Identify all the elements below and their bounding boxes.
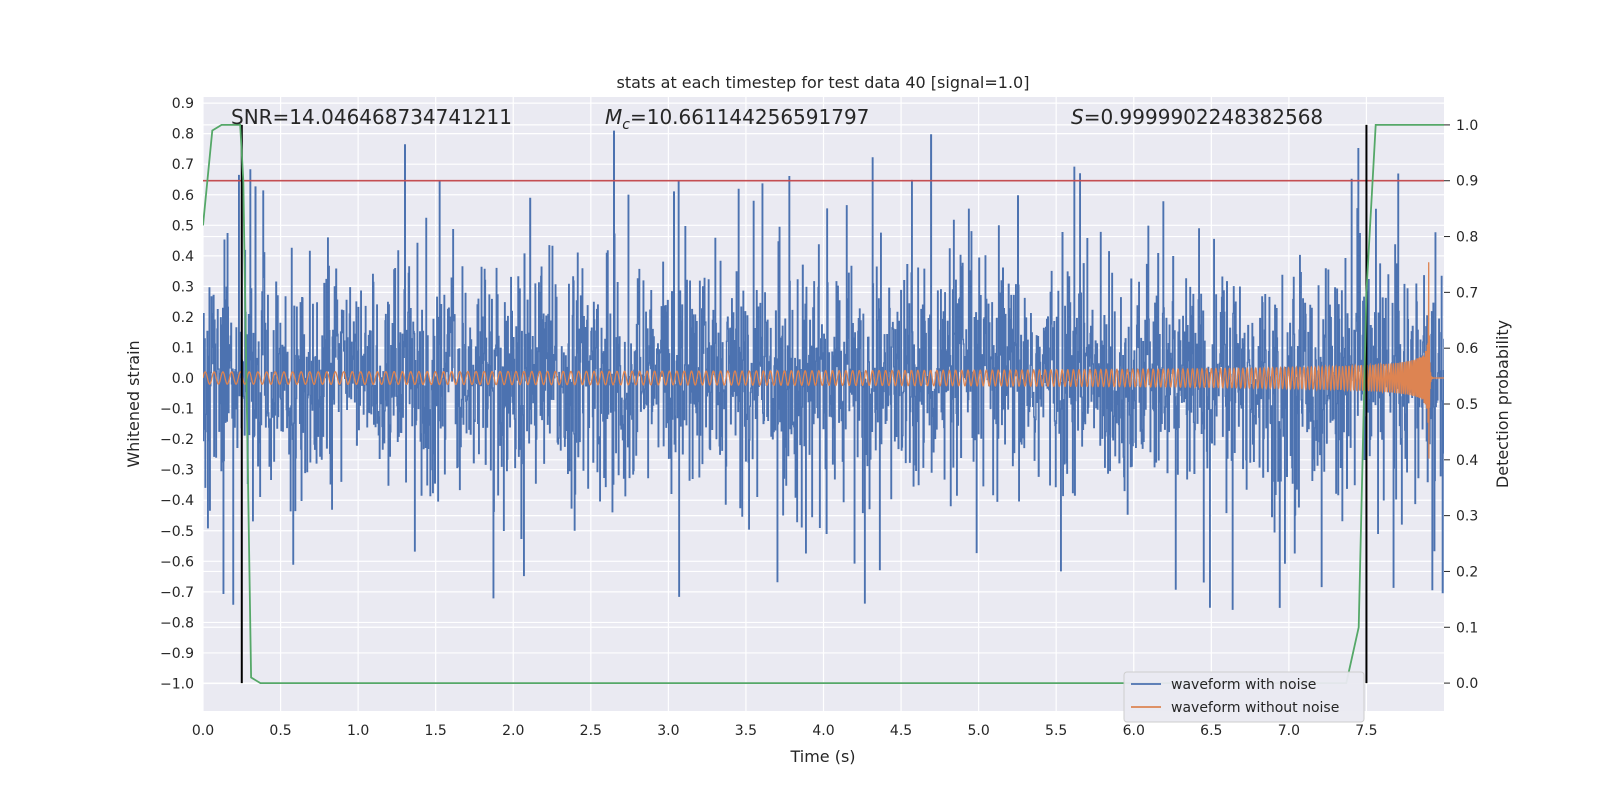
s-annotation: S=0.9999902248382568 [1071,105,1323,129]
y-tick-label: −0.8 [160,615,194,631]
mc-symbol: M [605,105,622,129]
y-tick-label: −0.7 [160,585,194,601]
y2-tick-label: 0.8 [1456,230,1478,246]
x-tick-label: 1.0 [347,723,369,739]
x-ticks: 0.0 0.5 1.0 1.5 2.0 2.5 3.0 3.5 4.0 4.5 5.0 5.5 6.0 6… [192,723,1378,739]
y-ticks: 0.9 0.8 0.7 0.6 0.5 0.4 0.3 0.2 0.1 0.0 −0.1 −0.2 −0… [160,96,194,692]
y-tick-label: 0.3 [172,279,194,295]
y-tick-label: −0.1 [160,402,194,418]
x-tick-label: 5.0 [967,723,989,739]
x-tick-label: 0.0 [192,723,214,739]
y-tick-label: 0.4 [172,249,194,265]
s-symbol: S [1071,105,1084,129]
y2-tick-label: 0.0 [1456,676,1478,692]
legend-label-noise: waveform with noise [1171,677,1316,693]
legend: waveform with noise waveform without noi… [1123,671,1365,723]
y2-tick-label: 0.5 [1456,397,1478,413]
y-tick-label: −1.0 [160,677,194,693]
y2-tick-label: 0.2 [1456,564,1478,580]
x-tick-label: 7.5 [1355,723,1377,739]
y-tick-label: 0.2 [172,310,194,326]
x-tick-label: 2.0 [502,723,524,739]
y-tick-label: 0.0 [172,371,194,387]
y-tick-label: 0.5 [172,218,194,234]
y-tick-label: 0.8 [172,127,194,143]
y-tick-label: −0.6 [160,554,194,570]
y2-ticks: 1.0 0.9 0.8 0.7 0.6 0.5 0.4 0.3 0.2 0.1 0.0 [1444,118,1478,692]
y-tick-label: −0.9 [160,646,194,662]
vertical-markers [240,124,1368,684]
y-tick-label: 0.7 [172,157,194,173]
x-tick-label: 6.0 [1123,723,1145,739]
y2-tick-label: 0.1 [1456,620,1478,636]
y-tick-label: 0.9 [172,96,194,112]
y2-axis-label: Detection probability [1493,320,1512,488]
x-tick-label: 0.5 [269,723,291,739]
x-tick-label: 5.5 [1045,723,1067,739]
series-waveform-without-noise [203,262,1444,459]
chirp-mass-annotation: Mc=10.661144256591797 [605,105,869,133]
x-tick-label: 4.0 [812,723,834,739]
y2-tick-label: 0.7 [1456,285,1478,301]
x-tick-label: 2.5 [580,723,602,739]
x-tick-label: 1.5 [425,723,447,739]
y2-tick-label: 0.9 [1456,174,1478,190]
snr-annotation: SNR=14.046468734741211 [231,105,512,129]
x-tick-label: 3.0 [657,723,679,739]
y-tick-label: −0.3 [160,463,194,479]
y-tick-label: −0.4 [160,493,194,509]
y2-tick-label: 0.3 [1456,509,1478,525]
detection-probability-line [203,124,1444,684]
mc-value: =10.661144256591797 [630,105,869,129]
chart-title: stats at each timestep for test data 40 … [617,73,1030,92]
x-axis-label: Time (s) [789,747,855,766]
x-tick-label: 7.0 [1278,723,1300,739]
y-tick-label: 0.1 [172,340,194,356]
y-tick-label: 0.6 [172,188,194,204]
y-tick-label: −0.5 [160,524,194,540]
x-tick-label: 3.5 [735,723,757,739]
y-axis-label: Whitened strain [124,340,143,467]
y-tick-label: −0.2 [160,432,194,448]
legend-label-clean: waveform without noise [1171,700,1339,716]
legend-box [1123,671,1365,723]
y2-tick-label: 0.6 [1456,341,1478,357]
mc-subscript: c [622,117,630,133]
x-tick-label: 4.5 [890,723,912,739]
clean-waveform-path [203,262,1444,459]
s-value: =0.9999902248382568 [1084,105,1323,129]
y2-tick-label: 0.4 [1456,453,1478,469]
x-tick-label: 6.5 [1200,723,1222,739]
y2-tick-label: 1.0 [1456,118,1478,134]
